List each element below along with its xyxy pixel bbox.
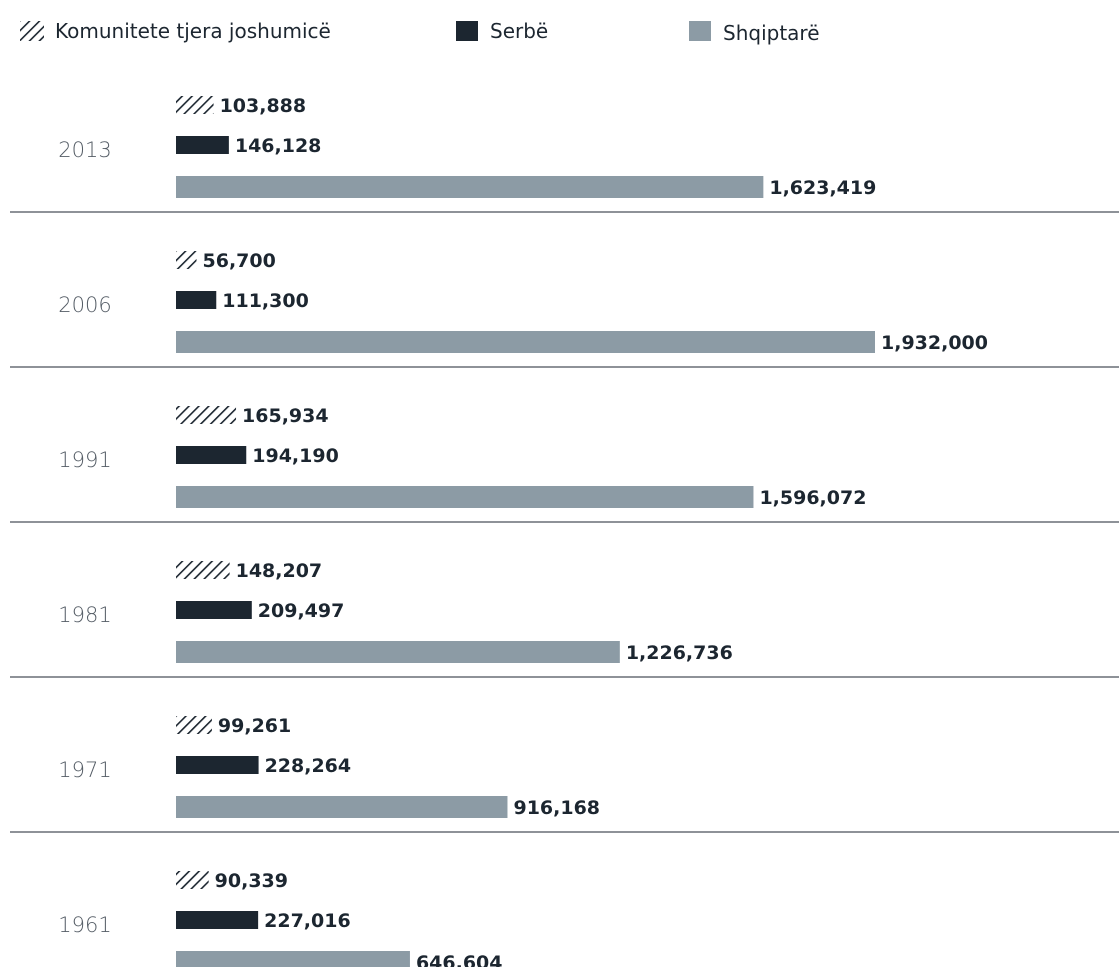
year-label-1961: 1961 <box>58 913 111 937</box>
value-label-others-2006: 56,700 <box>203 250 276 272</box>
bar-others-2013 <box>176 96 214 114</box>
group-1971: 1971 99,261 228,264 916,168 <box>10 715 1119 833</box>
value-label-serbe-1991: 194,190 <box>252 445 339 467</box>
legend: Komunitete tjera joshumicë Serbë Shqipta… <box>20 19 820 45</box>
bar-others-1991 <box>176 406 237 424</box>
year-label-2013: 2013 <box>58 138 111 162</box>
legend-swatch-serbe <box>456 21 478 41</box>
bar-serbe-1961 <box>176 911 259 929</box>
bar-shqiptare-2006 <box>176 331 875 353</box>
group-2006: 2006 56,700 111,300 1,932,000 <box>10 250 1119 368</box>
year-label-1971: 1971 <box>58 758 111 782</box>
value-label-serbe-1971: 228,264 <box>265 755 352 777</box>
value-label-others-1961: 90,339 <box>215 870 288 892</box>
group-1981: 1981 148,207 209,497 1,226,736 <box>10 560 1119 678</box>
bar-serbe-1991 <box>176 446 247 464</box>
year-label-2006: 2006 <box>58 293 111 317</box>
value-label-serbe-1981: 209,497 <box>258 600 345 622</box>
bar-serbe-1971 <box>176 756 259 774</box>
chart-groups: 2013 103,888 146,128 1,623,419 2006 56,700 111… <box>10 95 1119 967</box>
value-label-shqiptare-2006: 1,932,000 <box>881 332 988 354</box>
value-label-others-1971: 99,261 <box>218 715 291 737</box>
bar-others-1961 <box>176 871 209 889</box>
legend-label-others: Komunitete tjera joshumicë <box>55 19 331 43</box>
value-label-shqiptare-2013: 1,623,419 <box>769 177 876 199</box>
bar-serbe-1981 <box>176 601 252 619</box>
group-1991: 1991 165,934 194,190 1,596,072 <box>10 405 1119 523</box>
bar-shqiptare-2013 <box>176 176 764 198</box>
bar-shqiptare-1991 <box>176 486 754 508</box>
value-label-shqiptare-1981: 1,226,736 <box>626 642 733 664</box>
value-label-shqiptare-1991: 1,596,072 <box>759 487 866 509</box>
value-label-serbe-1961: 227,016 <box>264 910 351 932</box>
legend-item-others: Komunitete tjera joshumicë <box>20 19 331 43</box>
group-1961: 1961 90,339 227,016 646,604 <box>58 870 502 967</box>
group-2013: 2013 103,888 146,128 1,623,419 <box>10 95 1119 213</box>
bar-others-2006 <box>176 251 197 269</box>
bar-shqiptare-1981 <box>176 641 620 663</box>
value-label-others-1991: 165,934 <box>242 405 329 427</box>
year-label-1991: 1991 <box>58 448 111 472</box>
value-label-others-2013: 103,888 <box>220 95 307 117</box>
value-label-others-1981: 148,207 <box>236 560 323 582</box>
year-label-1981: 1981 <box>58 603 111 627</box>
legend-label-serbe: Serbë <box>490 19 548 43</box>
legend-swatch-shqiptare <box>689 21 711 41</box>
value-label-serbe-2006: 111,300 <box>222 290 309 312</box>
legend-swatch-others <box>20 21 44 41</box>
value-label-serbe-2013: 146,128 <box>235 135 322 157</box>
bar-others-1971 <box>176 716 212 734</box>
bar-others-1981 <box>176 561 230 579</box>
bar-serbe-2013 <box>176 136 229 154</box>
bar-shqiptare-1961 <box>176 951 410 967</box>
legend-label-shqiptare: Shqiptarë <box>723 21 820 45</box>
bar-serbe-2006 <box>176 291 217 309</box>
legend-item-shqiptare: Shqiptarë <box>689 21 820 45</box>
bar-shqiptare-1971 <box>176 796 508 818</box>
legend-item-serbe: Serbë <box>456 19 548 43</box>
value-label-shqiptare-1971: 916,168 <box>513 797 600 819</box>
value-label-shqiptare-1961: 646,604 <box>416 952 503 967</box>
